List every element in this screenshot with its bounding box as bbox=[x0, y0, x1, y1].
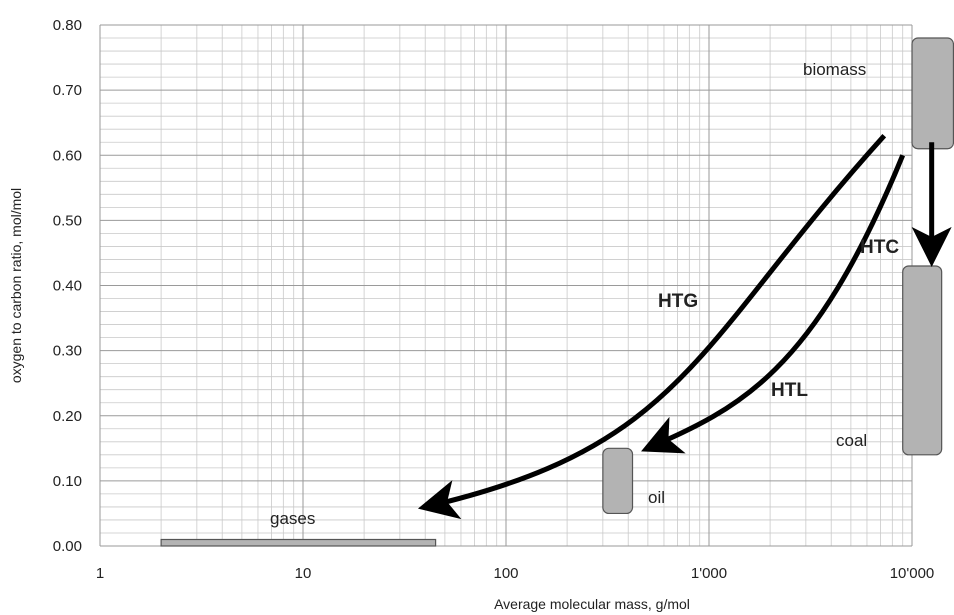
y-tick-label: 0.10 bbox=[53, 473, 82, 490]
annotations: gases oil coal biomass HTG HTL HTC bbox=[270, 60, 899, 528]
x-tick-label: 100 bbox=[493, 565, 518, 582]
biomass-label: biomass bbox=[803, 60, 866, 79]
htc-label: HTC bbox=[860, 237, 899, 258]
y-axis-title: oxygen to carbon ratio, mol/mol bbox=[8, 188, 24, 383]
htg-arrow bbox=[417, 134, 887, 520]
y-tick-label: 0.80 bbox=[53, 17, 82, 34]
y-tick-label: 0.70 bbox=[53, 82, 82, 99]
coal-label: coal bbox=[836, 431, 867, 450]
oil-region bbox=[602, 447, 634, 515]
process-curves bbox=[417, 134, 952, 520]
coal-region bbox=[902, 265, 943, 456]
y-tick-label: 0.00 bbox=[53, 538, 82, 555]
htl-label: HTL bbox=[771, 380, 808, 401]
y-tick-label: 0.30 bbox=[53, 343, 82, 360]
x-tick-label: 10'000 bbox=[890, 565, 935, 582]
htl-arrow bbox=[641, 154, 906, 454]
gases-label: gases bbox=[270, 509, 315, 528]
gases-region bbox=[160, 538, 437, 547]
htg-label: HTG bbox=[658, 291, 698, 312]
y-tick-label: 0.50 bbox=[53, 212, 82, 229]
oil-label: oil bbox=[648, 488, 665, 507]
x-tick-label: 1 bbox=[96, 565, 104, 582]
regions bbox=[160, 37, 954, 547]
y-tick-label: 0.40 bbox=[53, 278, 82, 295]
x-tick-label: 1'000 bbox=[691, 565, 727, 582]
tick-labels: 1 10 100 1'000 10'000 0.00 0.10 0.20 0.30 0.40 0.5… bbox=[53, 17, 934, 582]
y-tick-label: 0.20 bbox=[53, 408, 82, 425]
x-tick-label: 10 bbox=[295, 565, 312, 582]
y-tick-label: 0.60 bbox=[53, 147, 82, 164]
x-axis-title: Average molecular mass, g/mol bbox=[494, 596, 690, 612]
biomass-region bbox=[911, 37, 954, 150]
